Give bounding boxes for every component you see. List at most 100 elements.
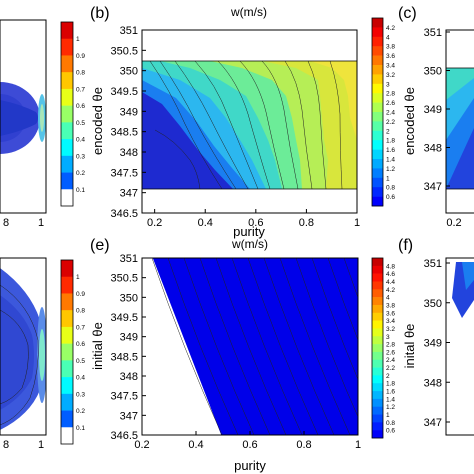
panel-b-colorbar-swatch: [372, 149, 383, 160]
panel-d-colorbar-swatch: [61, 393, 73, 411]
panel-e-xlabel: purity: [234, 458, 266, 473]
panel-e-xtick-label: 0.4: [188, 439, 203, 451]
panel-d-colorbar-swatch: [61, 260, 73, 278]
panel-b-label: (b): [90, 5, 110, 22]
panel-b-colorbar: 4.2 4 3.8 3.6 3.4 3.2 3 2.8 2.6 2.4 2.2 2 1.8 1.6 1.4 1…: [371, 17, 395, 207]
panel-b-xtick-label: 0.4: [198, 217, 213, 229]
panel-b-colorbar-swatch: [372, 36, 383, 47]
panel-e-y-ticks: 346.5 347 347.5 348 348.5 349 349.5 350 350.5 351: [110, 253, 146, 442]
panel-e-colorbar-tick-label: 3.2: [386, 326, 395, 333]
panel-b-title: w(m/s): [230, 5, 267, 19]
panel-b-xtick-label: 0.2: [147, 217, 162, 229]
panel-a-colorbar-swatch: [61, 122, 73, 140]
panel-a-frame: [0, 19, 47, 214]
panel-d-colorbar-tick-label: 0.4: [76, 375, 85, 382]
panel-f-label: (f): [398, 237, 413, 254]
panel-b-colorbar-swatch: [372, 83, 383, 94]
panel-e-colorbar-tick-label: 0.8: [386, 420, 395, 427]
panel-e-bands: [151, 258, 358, 435]
panel-b-colorbar-swatch: [372, 93, 383, 103]
panel-e-ytick-label: 348: [120, 371, 138, 383]
panel-b-ytick-label: 350: [120, 66, 138, 78]
panel-b-xlabel: purity: [233, 224, 265, 239]
panel-e-colorbar-tick-label: 1.2: [386, 404, 395, 411]
panel-e-colorbar: 4.84.64.44.243.83.63.43.232.82.62.42.221…: [371, 257, 395, 439]
panel-e-colorbar-tick-label: 4.6: [386, 271, 395, 278]
panel-b-colorbar-tick-label: 0.6: [386, 194, 395, 201]
panel-e-colorbar-tick-label: 3.8: [386, 302, 395, 309]
panel-d-colorbar-tick-label: 0.2: [76, 408, 85, 415]
panel-f-ylabel: inital θe: [402, 324, 417, 369]
panel-b-colorbar-tick-label: 0.8: [386, 185, 395, 192]
panel-e-ytick-label: 347.5: [110, 391, 138, 403]
panel-b-colorbar-tick-label: 2.8: [386, 91, 395, 98]
panel-b: (b) w(m/s): [90, 5, 395, 239]
panel-e-colorbar-tick-label: 0.6: [386, 428, 395, 435]
panel-e-x-ticks: 0.2 0.4 0.6 0.8 1: [134, 431, 361, 451]
panel-b-colorbar-tick-label: 3: [386, 81, 390, 88]
panel-d-colorbar-swatch: [61, 293, 73, 311]
panel-b-contour-lines: [149, 61, 343, 189]
panel-e-colorbar-swatch: [372, 328, 383, 337]
panel-e-ytick-label: 349.5: [110, 312, 138, 324]
panel-e-contour-line: [183, 258, 255, 435]
panel-e-colorbar-tick-label: 1.8: [386, 381, 395, 388]
panel-e-colorbar-swatch: [372, 351, 383, 361]
panel-d-field: [0, 268, 46, 430]
panel-b-colorbar-tick-label: 1.2: [386, 166, 395, 173]
panel-e-colorbar-swatch: [372, 320, 383, 329]
panel-b-colorbar-swatch: [372, 65, 383, 75]
panel-c-xtick: 0.2: [446, 217, 461, 229]
panel-c-partial: (c) 351 350 349 348 347 0.2 encoded θe: [398, 5, 474, 229]
panel-e-colorbar-frame: [371, 257, 384, 439]
panel-d-colorbar-swatch: [61, 377, 73, 395]
panel-b-ytick-label: 348.5: [110, 127, 138, 139]
panel-f-y-ticks: 351 350 349 348 347: [424, 258, 450, 429]
panel-a-colorbar-swatch: [61, 155, 73, 173]
panel-b-colorbar-swatch: [372, 27, 383, 38]
panel-b-colorbar-tick-label: 3.8: [386, 44, 395, 51]
panel-e-contour-line: [279, 258, 351, 435]
panel-c-ytick-label: 348: [424, 143, 442, 155]
panel-b-colorbar-swatch: [372, 102, 383, 113]
panel-e-contour-line: [247, 258, 319, 435]
panel-d-colorbar-swatch: [61, 310, 73, 328]
panel-f-ytick-label: 350: [424, 298, 442, 310]
panel-e-colorbar-swatch: [372, 414, 383, 423]
panel-e-colorbar-swatch: [372, 304, 383, 314]
panel-d-colorbar-tick-label: 0.1: [76, 425, 85, 432]
panel-b-colorbar-tick-label: 2.2: [386, 119, 395, 126]
panel-b-ytick-label: 347: [120, 188, 138, 200]
panel-e-colorbar-swatch: [372, 273, 383, 282]
panel-e-contour-line: [199, 258, 271, 435]
panel-e-missing-data: [142, 258, 164, 345]
panel-e-colorbar-tick-label: 4.4: [386, 279, 395, 286]
panel-b-colorbar-swatch: [372, 130, 383, 141]
panel-e-label: (e): [90, 237, 110, 254]
panel-b-frame: [141, 29, 358, 214]
panel-d-xtick-label: 8: [3, 439, 9, 451]
panel-b-ytick-label: 350.5: [110, 45, 138, 57]
panel-c-y-ticks: 351 350 349 348 347: [424, 27, 450, 193]
panel-a-colorbar-swatch: [61, 72, 73, 90]
panel-d-frame: [0, 257, 47, 436]
panel-c-field: [446, 67, 474, 190]
panel-e-colorbar-swatch: [372, 265, 383, 274]
panel-e-colorbar-tick-label: 2.4: [386, 357, 395, 364]
panel-b-ytick-label: 351: [120, 25, 138, 37]
panel-e-xtick-label: 0.2: [134, 439, 149, 451]
panel-a-colorbar-tick-label: 0.3: [76, 153, 85, 160]
panel-c-ytick-label: 347: [424, 181, 442, 193]
panel-e-colorbar-tick-label: 2.6: [386, 349, 395, 356]
panel-f-frame: [445, 257, 474, 436]
panel-a-xtick-label: 8: [3, 217, 9, 229]
panel-d-colorbar-swatch: [61, 276, 73, 294]
panel-e-contour-line: [263, 258, 335, 435]
panel-e-colorbar-swatch: [372, 383, 383, 392]
panel-b-colorbar-swatch: [372, 55, 383, 66]
panel-c-label: (c): [398, 5, 417, 22]
